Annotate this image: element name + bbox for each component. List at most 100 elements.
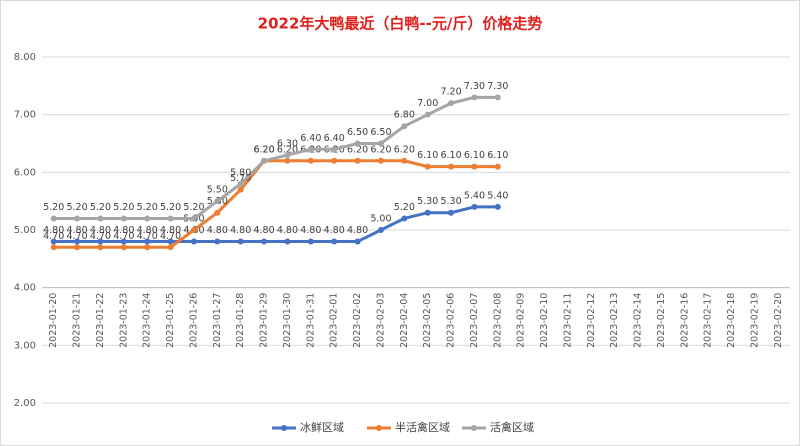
x-tick-label: 2023-02-08 [492, 293, 503, 348]
value-label: 6.50 [347, 127, 368, 138]
x-tick-label: 2023-01-30 [282, 293, 293, 348]
point [50, 215, 57, 222]
y-tick-label: 2.00 [14, 398, 36, 409]
y-tick-label: 7.00 [14, 110, 36, 121]
legend-marker [281, 425, 287, 431]
point [424, 163, 431, 170]
value-label: 5.00 [370, 214, 391, 225]
value-label: 5.20 [160, 202, 181, 213]
point [494, 203, 501, 210]
value-label: 6.40 [324, 133, 345, 144]
value-label: 6.30 [277, 139, 298, 150]
value-label: 5.20 [43, 202, 64, 213]
x-tick-label: 2023-02-07 [469, 293, 480, 348]
point [144, 244, 151, 251]
value-label: 7.20 [440, 87, 461, 98]
value-label: 4.80 [90, 225, 111, 236]
point [448, 163, 455, 170]
point [74, 238, 81, 245]
point [97, 215, 104, 222]
point [167, 244, 174, 251]
point [120, 215, 127, 222]
point [190, 215, 197, 222]
point [144, 215, 151, 222]
x-tick-label: 2023-02-03 [375, 293, 386, 348]
point [237, 238, 244, 245]
value-label: 4.70 [43, 231, 64, 242]
x-tick-label: 2023-01-23 [118, 293, 129, 348]
point [190, 238, 197, 245]
point [167, 238, 174, 245]
value-label: 4.80 [207, 225, 228, 236]
x-tick-label: 2023-02-13 [609, 293, 620, 348]
point [214, 238, 221, 245]
x-tick-label: 2023-02-17 [703, 293, 714, 348]
value-label: 4.70 [90, 231, 111, 242]
point [401, 123, 408, 130]
legend-marker [471, 425, 477, 431]
value-label: 4.80 [66, 225, 87, 236]
point [448, 209, 455, 216]
x-tick-label: 2023-02-12 [586, 293, 597, 348]
chart-title: 2022年大鸭最近（白鸭--元/斤）价格走势 [258, 15, 543, 33]
value-label: 4.80 [253, 225, 274, 236]
value-label: 4.80 [230, 225, 251, 236]
value-label: 4.80 [347, 225, 368, 236]
value-label: 5.20 [66, 202, 87, 213]
value-label: 5.70 [230, 173, 251, 184]
point [354, 157, 361, 164]
x-tick-label: 2023-01-31 [305, 293, 316, 348]
point [167, 215, 174, 222]
value-label: 5.50 [207, 185, 228, 196]
x-tick-label: 2023-02-18 [726, 293, 737, 348]
value-label: 5.30 [417, 196, 438, 207]
x-tick-label: 2023-02-20 [773, 293, 784, 348]
x-tick-label: 2023-02-01 [329, 293, 340, 348]
x-tick-label: 2023-02-14 [633, 293, 644, 348]
x-tick-label: 2023-02-10 [539, 293, 550, 348]
x-tick-label: 2023-02-16 [679, 293, 690, 348]
value-label: 7.30 [464, 81, 485, 92]
point [144, 238, 151, 245]
value-label: 6.20 [370, 144, 391, 155]
x-tick-label: 2023-01-21 [72, 293, 83, 348]
value-label: 5.20 [137, 202, 158, 213]
point [494, 163, 501, 170]
point [377, 140, 384, 147]
point [120, 238, 127, 245]
point [424, 209, 431, 216]
x-tick-label: 2023-01-20 [48, 293, 59, 348]
point [214, 198, 221, 205]
value-label: 6.20 [394, 144, 415, 155]
point [261, 157, 268, 164]
value-label: 4.80 [137, 225, 158, 236]
value-label: 5.40 [487, 190, 508, 201]
value-label: 6.10 [440, 150, 461, 161]
x-tick-label: 2023-02-09 [516, 293, 527, 348]
point [471, 94, 478, 101]
x-tick-label: 2023-01-26 [188, 293, 199, 348]
value-label: 5.30 [440, 196, 461, 207]
value-label: 6.40 [300, 133, 321, 144]
point [237, 186, 244, 193]
point [284, 152, 291, 159]
value-label: 6.20 [253, 144, 274, 155]
point [331, 157, 338, 164]
point [50, 244, 57, 251]
x-tick-label: 2023-01-22 [95, 293, 106, 348]
x-tick-label: 2023-02-06 [446, 293, 457, 348]
y-tick-label: 8.00 [14, 52, 36, 63]
value-label: 5.40 [464, 190, 485, 201]
value-label: 7.30 [487, 81, 508, 92]
x-tick-label: 2023-02-11 [562, 293, 573, 348]
y-tick-label: 4.00 [14, 283, 36, 294]
value-label: 5.20 [113, 202, 134, 213]
point [97, 238, 104, 245]
series-line [53, 159, 498, 249]
value-label: 4.70 [113, 231, 134, 242]
y-tick-label: 5.00 [14, 225, 36, 236]
value-label: 5.20 [90, 202, 111, 213]
point [284, 157, 291, 164]
